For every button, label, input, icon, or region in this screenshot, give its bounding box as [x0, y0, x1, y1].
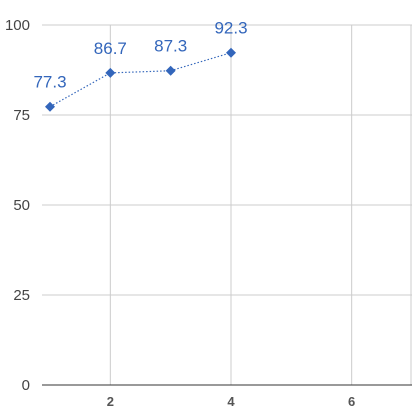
data-point-marker — [45, 101, 55, 112]
grid — [42, 24, 412, 385]
series-line — [49, 52, 232, 108]
y-tick-label: 0 — [22, 377, 30, 394]
y-tick-label: 25 — [13, 287, 30, 304]
y-tick-label: 75 — [13, 107, 30, 124]
data-label: 92.3 — [214, 19, 247, 38]
y-tick-label: 50 — [13, 197, 30, 214]
y-tick-label: 100 — [5, 17, 30, 34]
axes: 0 25 50 75 100 2 4 6 — [5, 17, 412, 409]
x-tick-label: 2 — [107, 394, 114, 409]
series-layer — [45, 47, 236, 112]
data-label: 87.3 — [154, 37, 187, 56]
data-labels: 77.3 86.7 87.3 92.3 — [33, 19, 247, 92]
data-label: 86.7 — [94, 39, 127, 58]
x-tick-label: 6 — [348, 394, 355, 409]
x-tick-label: 4 — [227, 394, 235, 409]
data-point-marker — [165, 65, 176, 76]
data-label: 77.3 — [33, 73, 66, 92]
data-point-marker — [226, 47, 236, 58]
data-point-marker — [105, 67, 116, 78]
